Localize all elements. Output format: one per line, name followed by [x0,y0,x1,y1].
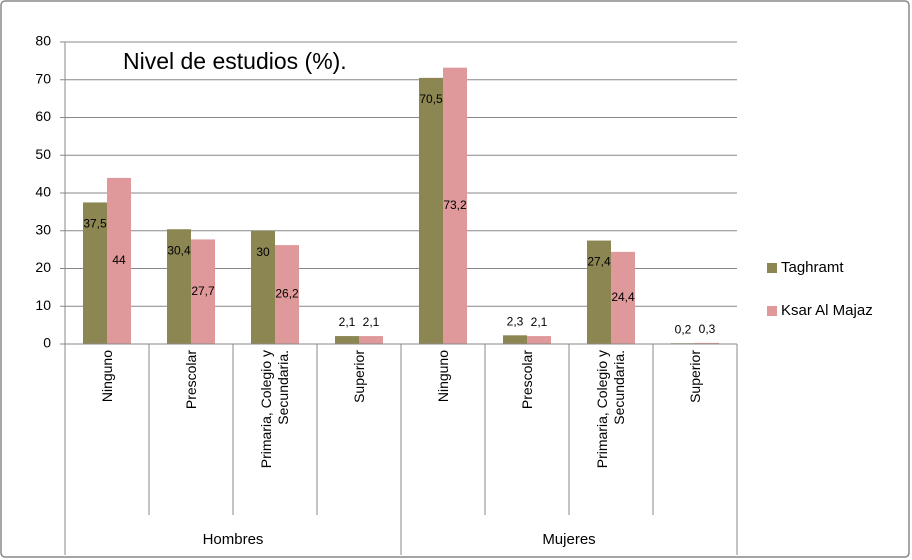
x-tick-text: Primaria, Colegio y Secundaria. [258,350,291,469]
bar [443,67,467,345]
value-label: 2,3 [507,314,524,328]
value-label: 70,5 [419,92,443,106]
bar [359,336,383,344]
bar [107,177,131,344]
y-tick-label: 50 [35,146,51,162]
bar [587,240,611,344]
legend-swatch [767,306,777,316]
x-tick-label: Prescolar [149,350,233,510]
x-tick-text: Superior [686,350,703,403]
x-tick-text: Superior [350,350,367,403]
y-tick-label: 20 [35,259,51,275]
value-label: 37,5 [83,217,107,231]
x-tick-text: Primaria, Colegio y Secundaria. [594,350,627,469]
value-label: 0,3 [699,322,716,336]
bar [251,230,275,344]
bar [275,245,299,344]
value-label: 24,4 [611,290,635,304]
legend-swatch [767,263,777,273]
x-tick-label: Superior [653,350,737,510]
value-label: 27,4 [587,255,611,269]
y-tick-label: 0 [43,335,51,351]
bar [191,239,215,344]
group-label: Hombres [203,531,264,548]
y-tick-label: 40 [35,184,51,200]
bar [695,342,719,344]
value-label: 26,2 [275,287,299,301]
bar [611,251,635,344]
value-label: 0,2 [675,322,692,336]
bar [503,335,527,344]
value-label: 2,1 [363,315,380,329]
y-tick-label: 70 [35,70,51,86]
value-label: 30 [256,245,270,259]
x-tick-text: Prescolar [182,350,199,410]
y-tick-label: 80 [35,33,51,49]
value-label: 2,1 [339,315,356,329]
bar [419,77,443,345]
y-tick-label: 60 [35,108,51,124]
bar [527,336,551,344]
x-tick-label: Ninguno [65,350,149,510]
bar [335,336,359,344]
x-tick-label: Primaria, Colegio y Secundaria. [569,350,653,510]
x-tick-label: Ninguno [401,350,485,510]
y-tick-label: 10 [35,297,51,313]
x-tick-label: Primaria, Colegio y Secundaria. [233,350,317,510]
value-label: 27,7 [191,284,215,298]
legend-label: Ksar Al Majaz [781,302,873,319]
chart-title: Nivel de estudios (%). [123,48,347,74]
value-label: 73,2 [443,198,467,212]
x-tick-label: Prescolar [485,350,569,510]
value-label: 30,4 [167,243,191,257]
bar [167,229,191,344]
bar [83,202,107,344]
y-tick-label: 30 [35,221,51,237]
legend-label: Taghramt [781,259,844,276]
x-tick-text: Prescolar [518,350,535,410]
group-label: Mujeres [542,531,595,548]
value-label: 44 [112,253,126,267]
x-tick-text: Ninguno [98,350,115,403]
x-tick-text: Ninguno [434,350,451,403]
value-label: 2,1 [531,315,548,329]
x-tick-label: Superior [317,350,401,510]
